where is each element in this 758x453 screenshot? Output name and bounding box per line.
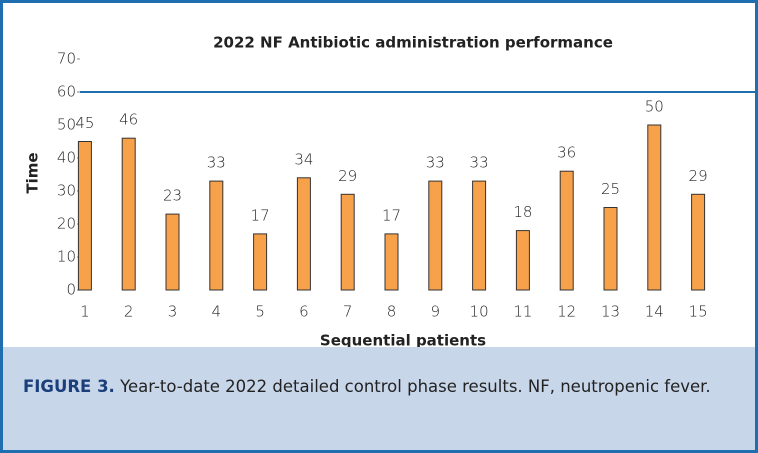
x-tick-label: 11 xyxy=(513,303,532,321)
x-tick-label: 6 xyxy=(299,303,309,321)
bar xyxy=(515,230,530,291)
y-tick-label: 70 xyxy=(57,50,76,68)
bar xyxy=(647,124,662,291)
chart-title: 2022 NF Antibiotic administration perfor… xyxy=(213,34,613,52)
data-label: 23 xyxy=(163,187,182,205)
data-label: 34 xyxy=(294,150,313,168)
data-label: 25 xyxy=(601,180,620,198)
data-label: 36 xyxy=(557,144,576,162)
y-tick-label: 30 xyxy=(57,182,76,200)
y-tick-label: 50 xyxy=(57,116,76,134)
data-label: 33 xyxy=(426,154,445,172)
caption: FIGURE 3. Year-to-date 2022 detailed con… xyxy=(3,347,755,450)
x-tick-label: 15 xyxy=(689,303,708,321)
data-label: 17 xyxy=(382,206,401,224)
y-tick-label: 20 xyxy=(57,215,76,233)
bar xyxy=(384,233,399,291)
x-tick-label: 4 xyxy=(212,303,222,321)
data-label: 33 xyxy=(207,154,226,172)
y-axis-label: Time xyxy=(24,152,42,193)
bar xyxy=(340,193,355,291)
bar xyxy=(472,180,487,291)
x-tick-label: 13 xyxy=(601,303,620,321)
x-tick-label: 1 xyxy=(80,303,90,321)
data-label: 17 xyxy=(251,206,270,224)
chart: 2022 NF Antibiotic administration perfor… xyxy=(24,34,755,348)
x-axis-label: Sequential patients xyxy=(320,332,486,348)
data-label: 29 xyxy=(338,167,357,185)
bar xyxy=(253,233,268,291)
y-tick-label: 60 xyxy=(57,83,76,101)
y-tick-label: 10 xyxy=(57,248,76,266)
data-label: 29 xyxy=(689,167,708,185)
x-tick-label: 3 xyxy=(168,303,178,321)
caption-text: Year-to-date 2022 detailed control phase… xyxy=(120,377,711,396)
x-tick-label: 5 xyxy=(255,303,265,321)
data-label: 45 xyxy=(75,114,94,132)
data-label: 33 xyxy=(470,154,489,172)
bar xyxy=(296,177,311,291)
bar xyxy=(691,193,706,291)
bar xyxy=(603,207,618,291)
x-tick-label: 7 xyxy=(343,303,353,321)
data-label: 18 xyxy=(513,203,532,221)
caption-label: FIGURE 3. xyxy=(23,377,115,396)
data-label: 50 xyxy=(645,98,664,116)
y-tick-label: 40 xyxy=(57,149,76,167)
x-tick-label: 12 xyxy=(557,303,576,321)
data-label: 46 xyxy=(119,111,138,129)
y-tick-label: 0 xyxy=(66,281,76,299)
x-tick-label: 8 xyxy=(387,303,397,321)
x-tick-label: 2 xyxy=(124,303,134,321)
x-tick-label: 14 xyxy=(645,303,664,321)
bar xyxy=(209,180,224,291)
bar xyxy=(77,141,92,291)
bar xyxy=(428,180,443,291)
bar xyxy=(121,137,136,291)
x-tick-label: 9 xyxy=(431,303,441,321)
bar xyxy=(165,213,180,291)
bar xyxy=(559,170,574,291)
x-tick-label: 10 xyxy=(470,303,489,321)
